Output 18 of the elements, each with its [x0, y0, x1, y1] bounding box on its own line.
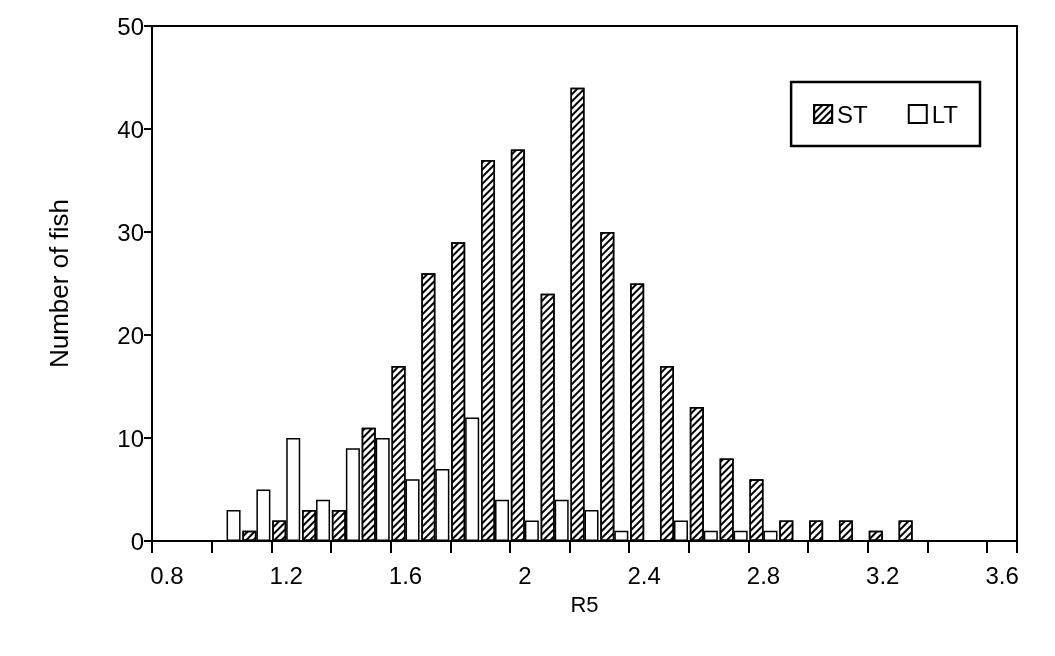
x-tick-label: 0.8 — [150, 561, 184, 589]
x-tick-label: 1.6 — [388, 561, 423, 589]
x-tick-label: 2.4 — [627, 561, 661, 589]
x-tick-label: 2 — [518, 561, 532, 589]
y-axis-title: Number of fish — [44, 198, 74, 369]
x-tick-label: 2.8 — [746, 561, 781, 589]
x-tick-label: 1.2 — [269, 561, 303, 589]
x-tick-label: 3.6 — [985, 561, 1019, 589]
y-tick-label: 20 — [117, 321, 144, 349]
x-axis-title: R5 — [570, 591, 599, 617]
y-tick-label: 30 — [117, 218, 144, 246]
x-tick-label: 3.2 — [866, 561, 900, 589]
legend-label: ST — [837, 100, 869, 128]
y-tick-label: 10 — [117, 424, 144, 452]
y-tick-label: 40 — [117, 115, 144, 143]
y-tick-label: 50 — [117, 12, 144, 40]
legend-label: LT — [931, 100, 959, 128]
y-tick-label: 0 — [130, 527, 144, 555]
